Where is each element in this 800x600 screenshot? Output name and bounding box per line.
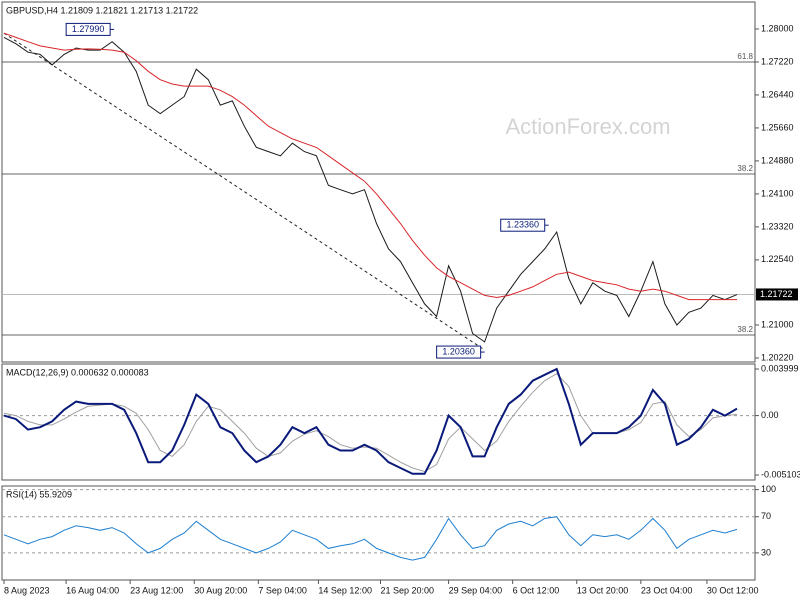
x-tick-label: 14 Sep 12:00 [318,585,372,595]
last-price-label: 1.21722 [760,289,793,299]
panel-frame [1,1,756,363]
annotation-box [436,345,482,359]
x-tick-label: 7 Sep 04:00 [258,585,307,595]
x-tick-label: 8 Aug 2023 [4,585,50,595]
y-tick-label: 70 [761,511,771,521]
y-tick-label: -0.005103 [761,469,800,479]
x-tick-label: 23 Aug 12:00 [130,585,183,595]
y-tick-label: 1.27220 [761,56,794,66]
watermark: ActionForex.com [505,114,670,139]
series-line [3,516,738,561]
panel-title: GBPUSD,H4 1.21809 1.21821 1.21713 1.2172… [6,5,198,15]
x-tick-label: 6 Oct 12:00 [513,585,560,595]
x-tick-label: 30 Aug 20:00 [194,585,247,595]
x-tick-label: 13 Oct 20:00 [577,585,629,595]
x-tick-label: 16 Aug 04:00 [66,585,119,595]
annotation-box [500,218,546,232]
annotation-box [65,22,111,36]
fib-level-label: 38.2 [737,164,753,173]
panel-frame [1,485,756,581]
annotation-label: 1.20360 [442,346,475,356]
y-tick-label: 1.23320 [761,221,794,231]
fib-level-label: 61.8 [737,52,753,61]
series-line [3,367,738,475]
y-tick-label: 1.25660 [761,122,794,132]
panel-title: RSI(14) 55.9209 [6,489,72,499]
series-line [3,32,737,301]
x-tick-label: 23 Oct 04:00 [641,585,693,595]
panel-frame [1,363,756,481]
x-tick-label: 21 Sep 20:00 [381,585,435,595]
y-tick-label: 1.24880 [761,155,794,165]
x-tick-label: 30 Oct 12:00 [707,585,759,595]
series-line [3,36,738,343]
y-tick-label: 1.26440 [761,89,794,99]
fib-level-label: 38.2 [737,325,753,334]
y-tick-label: 0.00 [761,410,779,420]
y-tick-label: 1.21000 [761,319,794,329]
y-tick-label: 1.20220 [761,352,794,362]
annotation-label: 1.23360 [506,220,539,230]
annotation-label: 1.27990 [72,24,105,34]
last-price-box [756,288,798,301]
y-tick-label: 30 [761,547,771,557]
y-tick-label: 1.22540 [761,254,794,264]
y-tick-label: 0.003999 [761,363,799,373]
y-tick-label: 100 [761,484,776,494]
y-tick-label: 1.28000 [761,23,794,33]
panel-title: MACD(12,26,9) 0.000632 0.000083 [6,367,149,377]
x-tick-label: 29 Sep 04:00 [449,585,503,595]
y-tick-label: 1.24100 [761,188,794,198]
